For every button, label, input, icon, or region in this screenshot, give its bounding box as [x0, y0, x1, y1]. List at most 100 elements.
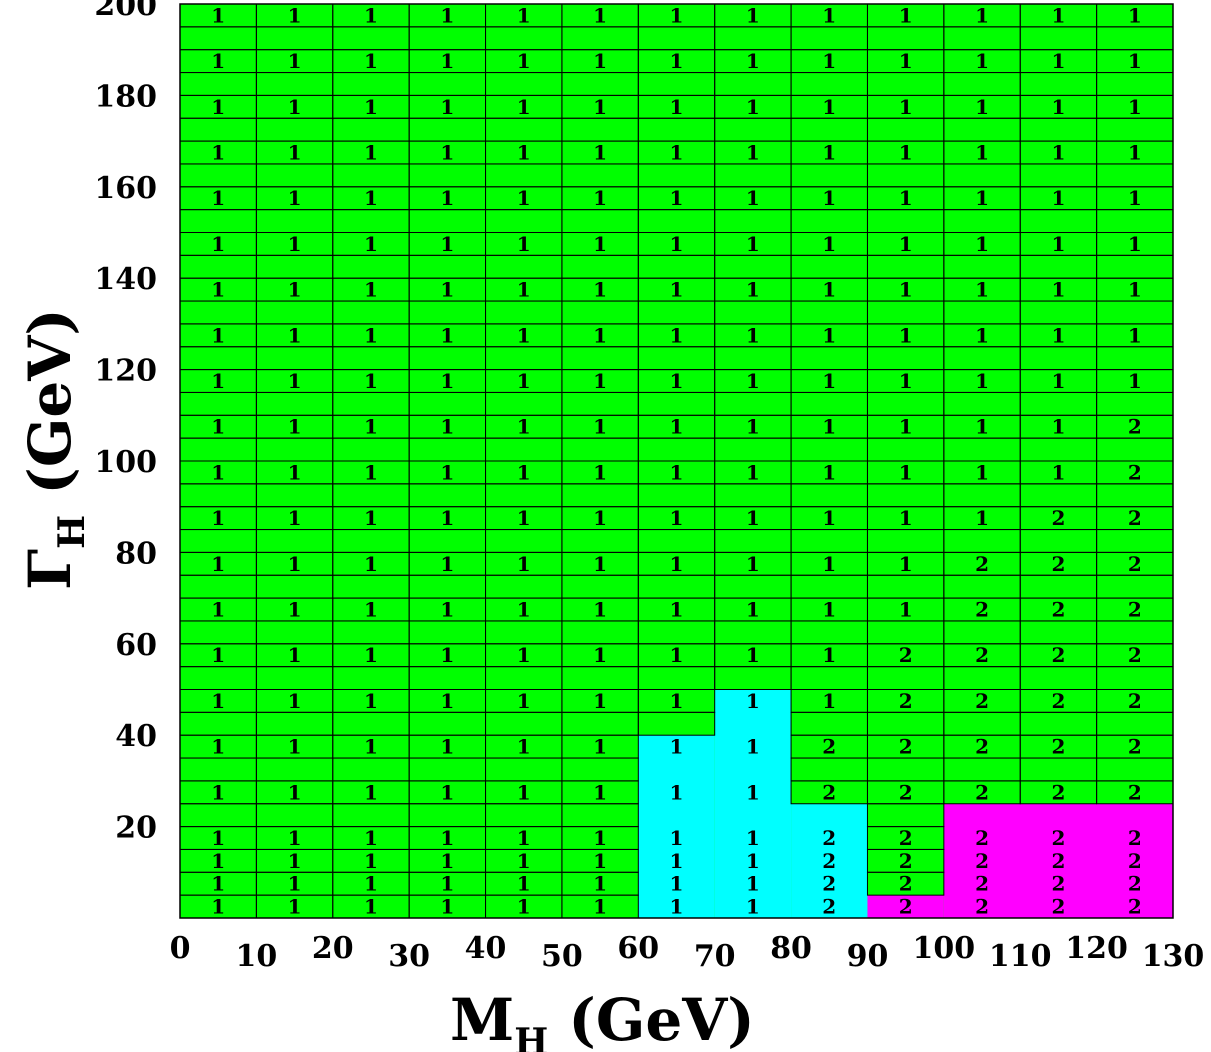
cell-label: 1	[899, 415, 913, 439]
cell-label: 1	[211, 460, 225, 484]
cell-label: 2	[1128, 780, 1142, 804]
cell-label: 2	[1051, 735, 1065, 759]
cell-label: 1	[593, 415, 607, 439]
cell-label: 1	[1128, 95, 1142, 119]
cell-label: 1	[1051, 323, 1065, 347]
cell-label: 1	[746, 826, 760, 850]
cell-label: 1	[211, 95, 225, 119]
cell-label: 1	[593, 186, 607, 210]
cell-label: 2	[822, 826, 836, 850]
cell-label: 1	[670, 849, 684, 873]
cell-label: 2	[975, 643, 989, 667]
cell-label: 2	[1051, 643, 1065, 667]
cell-label: 2	[1128, 735, 1142, 759]
cell-label: 1	[822, 186, 836, 210]
cell-label: 1	[211, 369, 225, 393]
cell-label: 1	[746, 415, 760, 439]
cell-label: 1	[1128, 278, 1142, 302]
cell-label: 1	[1051, 141, 1065, 165]
cell-label: 1	[364, 232, 378, 256]
cell-label: 1	[440, 872, 454, 896]
cell-label: 1	[364, 186, 378, 210]
cell-label: 1	[517, 3, 531, 27]
cell-label: 2	[899, 895, 913, 919]
cell-label: 1	[593, 232, 607, 256]
cell-label: 1	[593, 460, 607, 484]
cell-label: 1	[211, 598, 225, 622]
cell-label: 2	[1128, 895, 1142, 919]
cell-label: 1	[517, 95, 531, 119]
cell-label: 1	[975, 186, 989, 210]
cell-label: 1	[975, 323, 989, 347]
cell-label: 1	[746, 552, 760, 576]
cell-label: 1	[211, 415, 225, 439]
cell-label: 1	[899, 141, 913, 165]
cell-label: 2	[975, 780, 989, 804]
cell-label: 1	[288, 95, 302, 119]
cell-label: 1	[211, 323, 225, 347]
cell-label: 1	[517, 735, 531, 759]
cell-label: 1	[822, 369, 836, 393]
cell-label: 2	[1051, 872, 1065, 896]
cell-label: 1	[899, 278, 913, 302]
cell-label: 1	[288, 552, 302, 576]
cell-label: 1	[364, 735, 378, 759]
cell-label: 1	[517, 278, 531, 302]
cell-label: 1	[746, 49, 760, 73]
cell-label: 1	[975, 369, 989, 393]
cell-label: 1	[746, 95, 760, 119]
cell-label: 2	[1051, 895, 1065, 919]
cell-label: 1	[670, 415, 684, 439]
cell-label: 1	[364, 780, 378, 804]
cell-label: 2	[1128, 689, 1142, 713]
cell-label: 1	[517, 141, 531, 165]
cell-label: 1	[670, 232, 684, 256]
cell-label: 1	[670, 872, 684, 896]
cell-label: 1	[1051, 95, 1065, 119]
region-magenta-4	[943, 803, 1173, 918]
cell-label: 1	[288, 506, 302, 530]
cell-label: 1	[1051, 232, 1065, 256]
cell-label: 1	[670, 3, 684, 27]
cell-label: 1	[517, 369, 531, 393]
cell-label: 1	[517, 415, 531, 439]
cell-label: 2	[1051, 780, 1065, 804]
y-tick-label: 100	[94, 445, 157, 480]
cell-label: 1	[440, 780, 454, 804]
cell-label: 1	[211, 872, 225, 896]
cell-label: 1	[517, 826, 531, 850]
cell-label: 2	[822, 780, 836, 804]
x-tick-label: 50	[541, 939, 583, 974]
cell-label: 2	[1128, 506, 1142, 530]
cell-label: 1	[440, 643, 454, 667]
cell-label: 1	[211, 895, 225, 919]
cell-label: 2	[1128, 598, 1142, 622]
cell-label: 2	[899, 780, 913, 804]
cell-label: 2	[899, 689, 913, 713]
region-cyan-1	[714, 689, 792, 918]
cell-label: 1	[593, 598, 607, 622]
x-tick-label: 60	[617, 931, 659, 966]
cell-label: 1	[288, 598, 302, 622]
cell-label: 1	[364, 141, 378, 165]
cell-label: 1	[899, 49, 913, 73]
cell-label: 1	[1051, 460, 1065, 484]
cell-label: 1	[593, 643, 607, 667]
x-tick-label: 30	[388, 939, 430, 974]
cell-label: 1	[440, 49, 454, 73]
cell-label: 1	[211, 506, 225, 530]
cell-label: 1	[899, 186, 913, 210]
cell-label: 1	[822, 49, 836, 73]
cell-label: 1	[364, 278, 378, 302]
cell-label: 1	[1128, 369, 1142, 393]
cell-label: 2	[899, 735, 913, 759]
cell-label: 1	[440, 895, 454, 919]
cell-label: 1	[288, 826, 302, 850]
cell-label: 1	[211, 643, 225, 667]
cell-label: 1	[364, 95, 378, 119]
cell-label: 1	[517, 49, 531, 73]
y-tick-label: 80	[115, 536, 157, 571]
cell-label: 1	[822, 598, 836, 622]
cell-label: 1	[670, 323, 684, 347]
cell-label: 1	[593, 323, 607, 347]
